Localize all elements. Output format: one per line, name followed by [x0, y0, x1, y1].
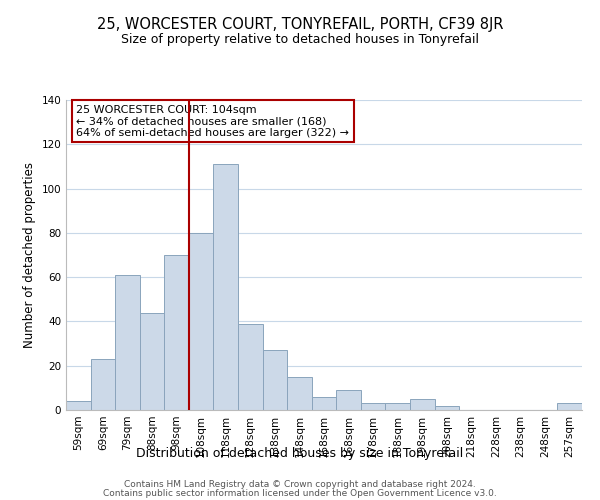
Text: Contains public sector information licensed under the Open Government Licence v3: Contains public sector information licen…: [103, 489, 497, 498]
Bar: [164, 255, 189, 410]
Text: Size of property relative to detached houses in Tonyrefail: Size of property relative to detached ho…: [121, 32, 479, 46]
Y-axis label: Number of detached properties: Number of detached properties: [23, 162, 36, 348]
Bar: [238, 324, 263, 410]
Bar: [189, 233, 214, 410]
Bar: [361, 404, 385, 410]
Bar: [410, 399, 434, 410]
Bar: [263, 350, 287, 410]
Text: Contains HM Land Registry data © Crown copyright and database right 2024.: Contains HM Land Registry data © Crown c…: [124, 480, 476, 489]
Bar: [91, 359, 115, 410]
Bar: [287, 377, 312, 410]
Bar: [140, 312, 164, 410]
Bar: [557, 404, 582, 410]
Bar: [385, 404, 410, 410]
Bar: [312, 396, 336, 410]
Bar: [434, 406, 459, 410]
Bar: [336, 390, 361, 410]
Bar: [214, 164, 238, 410]
Bar: [115, 275, 140, 410]
Text: 25, WORCESTER COURT, TONYREFAIL, PORTH, CF39 8JR: 25, WORCESTER COURT, TONYREFAIL, PORTH, …: [97, 18, 503, 32]
Bar: [66, 401, 91, 410]
Text: 25 WORCESTER COURT: 104sqm
← 34% of detached houses are smaller (168)
64% of sem: 25 WORCESTER COURT: 104sqm ← 34% of deta…: [76, 104, 349, 138]
Text: Distribution of detached houses by size in Tonyrefail: Distribution of detached houses by size …: [136, 448, 464, 460]
